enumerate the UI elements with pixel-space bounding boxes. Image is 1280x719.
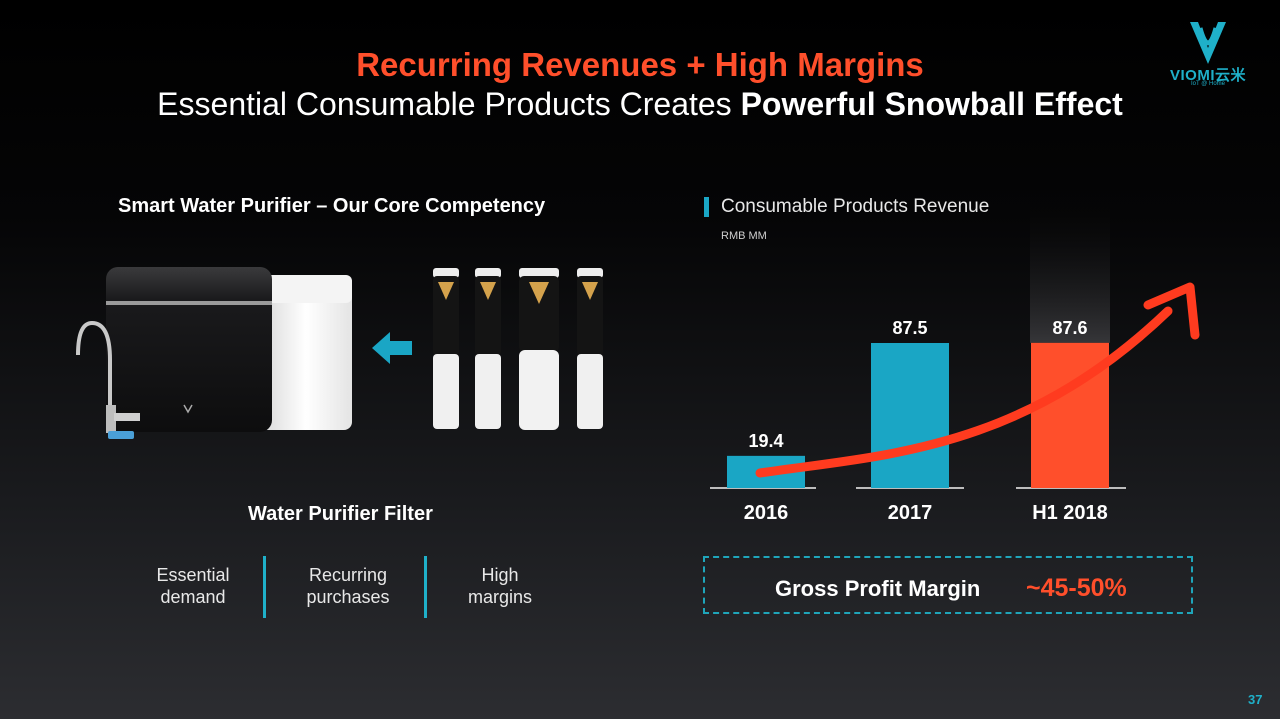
logo-tagline: IoT @ Home [1191,81,1225,87]
bar-2017 [871,343,949,488]
revenue-bar-chart: Consumable Products Revenue RMB MM 19.4 2… [704,185,1200,524]
growth-arrow-head-icon [1143,282,1200,340]
feature-divider [263,556,266,618]
feature-line: purchases [306,587,390,607]
data-label: 87.6 [1052,318,1087,338]
chart-title-marker [704,197,709,217]
highlight-column [1030,185,1110,343]
feature-line: Essential [156,565,230,585]
subtitle-plain: Essential Consumable Products Creates [157,86,741,122]
logo-brand: VIOMI云米 [1169,67,1246,84]
data-label: 19.4 [748,431,783,451]
category-label: 2016 [744,502,789,524]
feature-line: demand [160,587,226,607]
feature-recurring-purchases: Recurring purchases [273,564,423,608]
filter-cartridges-image [433,268,603,430]
chart-title: Consumable Products Revenue [721,196,989,217]
arrow-left-icon [372,332,412,364]
slide-title: Recurring Revenues + High Margins [356,46,924,83]
feature-line: High [481,565,519,585]
slide-subtitle: Essential Consumable Products Creates Po… [0,86,1280,123]
core-competency-heading: Smart Water Purifier – Our Core Competen… [118,195,546,217]
feature-line: Recurring [308,565,388,585]
category-label: H1 2018 [1032,502,1108,524]
filter-label: Water Purifier Filter [248,503,433,525]
page-number: 37 [1248,692,1263,707]
water-purifier-image [76,267,352,439]
feature-essential-demand: Essential demand [118,564,268,608]
gross-margin-box [703,556,1193,614]
feature-high-margins: High margins [425,564,575,608]
gross-margin-value: ~45-50% [1026,574,1127,602]
data-label: 87.5 [892,318,927,338]
feature-divider [424,556,427,618]
subtitle-bold: Powerful Snowball Effect [740,86,1123,122]
gross-margin-label: Gross Profit Margin [775,576,981,601]
viomi-logo-icon [1190,22,1226,64]
feature-line: margins [467,587,533,607]
chart-unit-label: RMB MM [721,230,767,242]
category-label: 2017 [888,502,933,524]
growth-arrow [755,306,1173,478]
